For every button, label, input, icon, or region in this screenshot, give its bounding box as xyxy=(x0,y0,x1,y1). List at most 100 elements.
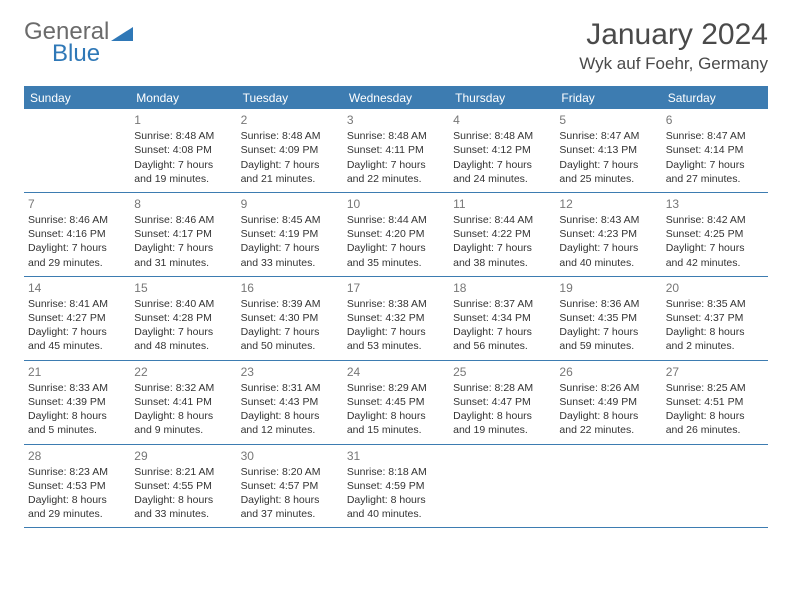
day-line: Daylight: 8 hours xyxy=(453,409,551,423)
day-line: Sunset: 4:09 PM xyxy=(241,143,339,157)
day-line: Sunrise: 8:29 AM xyxy=(347,381,445,395)
day-line: Sunset: 4:20 PM xyxy=(347,227,445,241)
day-number: 21 xyxy=(28,364,126,380)
day-line: and 38 minutes. xyxy=(453,256,551,270)
day-line: Sunrise: 8:41 AM xyxy=(28,297,126,311)
day-line: Sunrise: 8:23 AM xyxy=(28,465,126,479)
dow-wednesday: Wednesday xyxy=(343,87,449,109)
day-line: Sunset: 4:51 PM xyxy=(666,395,764,409)
calendar-week: 28Sunrise: 8:23 AMSunset: 4:53 PMDayligh… xyxy=(24,445,768,529)
location-label: Wyk auf Foehr, Germany xyxy=(579,54,768,74)
day-line: Sunset: 4:11 PM xyxy=(347,143,445,157)
day-line: and 21 minutes. xyxy=(241,172,339,186)
day-line: Daylight: 8 hours xyxy=(666,409,764,423)
day-line: Sunrise: 8:35 AM xyxy=(666,297,764,311)
day-line: and 12 minutes. xyxy=(241,423,339,437)
calendar-cell: 5Sunrise: 8:47 AMSunset: 4:13 PMDaylight… xyxy=(555,109,661,192)
calendar-cell: 10Sunrise: 8:44 AMSunset: 4:20 PMDayligh… xyxy=(343,193,449,276)
day-line: Daylight: 7 hours xyxy=(241,158,339,172)
day-line: and 9 minutes. xyxy=(134,423,232,437)
day-number: 24 xyxy=(347,364,445,380)
day-line: and 22 minutes. xyxy=(559,423,657,437)
day-number: 10 xyxy=(347,196,445,212)
calendar-cell: 16Sunrise: 8:39 AMSunset: 4:30 PMDayligh… xyxy=(237,277,343,360)
dow-friday: Friday xyxy=(555,87,661,109)
day-line: and 5 minutes. xyxy=(28,423,126,437)
day-line: Sunset: 4:25 PM xyxy=(666,227,764,241)
calendar-cell: 29Sunrise: 8:21 AMSunset: 4:55 PMDayligh… xyxy=(130,445,236,528)
day-line: and 40 minutes. xyxy=(347,507,445,521)
day-line: Daylight: 7 hours xyxy=(666,158,764,172)
day-line: and 35 minutes. xyxy=(347,256,445,270)
day-number: 17 xyxy=(347,280,445,296)
calendar-cell: 11Sunrise: 8:44 AMSunset: 4:22 PMDayligh… xyxy=(449,193,555,276)
day-line: Daylight: 7 hours xyxy=(559,241,657,255)
day-line: and 42 minutes. xyxy=(666,256,764,270)
calendar-cell: 22Sunrise: 8:32 AMSunset: 4:41 PMDayligh… xyxy=(130,361,236,444)
day-line: Sunrise: 8:45 AM xyxy=(241,213,339,227)
calendar-cell: 27Sunrise: 8:25 AMSunset: 4:51 PMDayligh… xyxy=(662,361,768,444)
day-line: Sunset: 4:17 PM xyxy=(134,227,232,241)
dow-thursday: Thursday xyxy=(449,87,555,109)
calendar-cell: 14Sunrise: 8:41 AMSunset: 4:27 PMDayligh… xyxy=(24,277,130,360)
day-line: and 50 minutes. xyxy=(241,339,339,353)
day-number: 14 xyxy=(28,280,126,296)
day-line: Daylight: 7 hours xyxy=(28,325,126,339)
day-line: Sunrise: 8:44 AM xyxy=(453,213,551,227)
day-line: Daylight: 7 hours xyxy=(453,241,551,255)
day-line: Sunrise: 8:48 AM xyxy=(134,129,232,143)
day-number: 2 xyxy=(241,112,339,128)
day-line: Sunset: 4:16 PM xyxy=(28,227,126,241)
day-line: and 24 minutes. xyxy=(453,172,551,186)
day-number: 4 xyxy=(453,112,551,128)
day-line: Daylight: 7 hours xyxy=(559,325,657,339)
day-line: and 33 minutes. xyxy=(134,507,232,521)
day-line: and 19 minutes. xyxy=(134,172,232,186)
day-line: Sunrise: 8:47 AM xyxy=(559,129,657,143)
calendar-week: 1Sunrise: 8:48 AMSunset: 4:08 PMDaylight… xyxy=(24,109,768,193)
calendar: Sunday Monday Tuesday Wednesday Thursday… xyxy=(24,86,768,528)
calendar-cell: 18Sunrise: 8:37 AMSunset: 4:34 PMDayligh… xyxy=(449,277,555,360)
calendar-cell: 7Sunrise: 8:46 AMSunset: 4:16 PMDaylight… xyxy=(24,193,130,276)
day-line: Daylight: 7 hours xyxy=(347,158,445,172)
day-line: Daylight: 7 hours xyxy=(134,325,232,339)
dow-saturday: Saturday xyxy=(662,87,768,109)
calendar-cell: 20Sunrise: 8:35 AMSunset: 4:37 PMDayligh… xyxy=(662,277,768,360)
calendar-cell: 17Sunrise: 8:38 AMSunset: 4:32 PMDayligh… xyxy=(343,277,449,360)
calendar-cell: 25Sunrise: 8:28 AMSunset: 4:47 PMDayligh… xyxy=(449,361,555,444)
day-line: Daylight: 8 hours xyxy=(347,409,445,423)
day-line: Sunrise: 8:33 AM xyxy=(28,381,126,395)
day-line: Sunset: 4:35 PM xyxy=(559,311,657,325)
day-number: 31 xyxy=(347,448,445,464)
calendar-cell xyxy=(24,109,130,192)
day-number: 16 xyxy=(241,280,339,296)
day-number: 23 xyxy=(241,364,339,380)
day-line: Sunset: 4:47 PM xyxy=(453,395,551,409)
day-line: Daylight: 7 hours xyxy=(347,241,445,255)
calendar-cell: 26Sunrise: 8:26 AMSunset: 4:49 PMDayligh… xyxy=(555,361,661,444)
dow-sunday: Sunday xyxy=(24,87,130,109)
day-line: Sunrise: 8:47 AM xyxy=(666,129,764,143)
day-number: 7 xyxy=(28,196,126,212)
day-line: and 29 minutes. xyxy=(28,256,126,270)
calendar-cell: 15Sunrise: 8:40 AMSunset: 4:28 PMDayligh… xyxy=(130,277,236,360)
day-number: 25 xyxy=(453,364,551,380)
day-line: Sunrise: 8:39 AM xyxy=(241,297,339,311)
day-number: 22 xyxy=(134,364,232,380)
day-line: Sunrise: 8:32 AM xyxy=(134,381,232,395)
day-number: 28 xyxy=(28,448,126,464)
day-line: Sunset: 4:19 PM xyxy=(241,227,339,241)
day-number: 30 xyxy=(241,448,339,464)
day-number: 3 xyxy=(347,112,445,128)
day-line: and 31 minutes. xyxy=(134,256,232,270)
day-line: Daylight: 8 hours xyxy=(241,409,339,423)
day-number: 26 xyxy=(559,364,657,380)
calendar-cell: 21Sunrise: 8:33 AMSunset: 4:39 PMDayligh… xyxy=(24,361,130,444)
calendar-week: 21Sunrise: 8:33 AMSunset: 4:39 PM Dayligh… xyxy=(24,361,768,445)
day-line: Sunset: 4:37 PM xyxy=(666,311,764,325)
dow-tuesday: Tuesday xyxy=(237,87,343,109)
day-line: Sunset: 4:55 PM xyxy=(134,479,232,493)
day-line: and 26 minutes. xyxy=(666,423,764,437)
day-line: Sunset: 4:39 PM xyxy=(28,395,126,409)
day-line: Sunset: 4:43 PM xyxy=(241,395,339,409)
